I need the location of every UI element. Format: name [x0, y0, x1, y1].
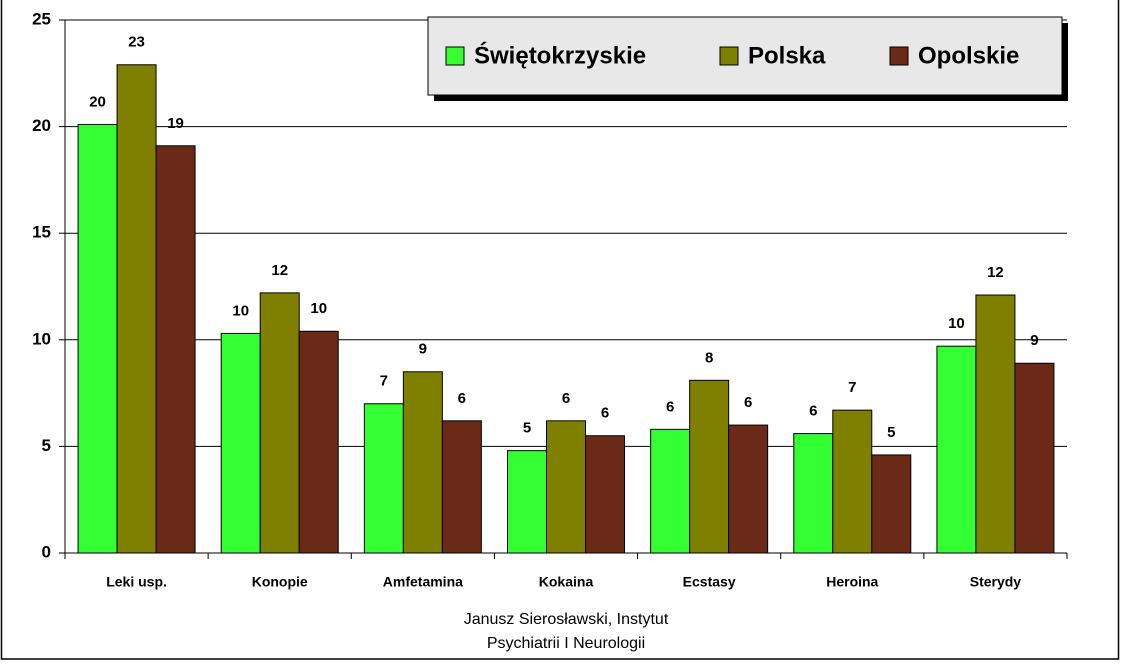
value-label: 5	[887, 424, 895, 441]
value-label: 6	[458, 390, 466, 407]
bar	[220, 332, 261, 554]
x-tick-label: Ecstasy	[683, 574, 736, 590]
value-label: 6	[809, 403, 817, 420]
value-label: 10	[948, 315, 965, 332]
bar	[546, 420, 586, 554]
bar	[650, 428, 691, 554]
bar	[259, 292, 300, 554]
y-tick-label: 25	[32, 9, 51, 28]
bar	[689, 379, 730, 554]
legend-label: Świętokrzyskie	[474, 41, 646, 69]
x-tick-label: Leki usp.	[106, 574, 167, 590]
y-tick-label: 20	[32, 116, 51, 135]
bar	[832, 409, 873, 554]
legend-label: Polska	[748, 42, 826, 69]
value-label: 10	[310, 300, 327, 317]
y-tick-label: 5	[42, 436, 51, 455]
bar	[728, 424, 769, 554]
value-label: 9	[1030, 332, 1038, 349]
bar	[585, 435, 625, 554]
bar	[871, 454, 912, 554]
bar	[298, 330, 339, 554]
x-tick-label: Amfetamina	[383, 574, 463, 590]
value-label: 19	[167, 115, 184, 132]
value-label: 7	[380, 373, 388, 390]
source-note: Janusz Sierosławski, Instytut	[464, 611, 669, 628]
bar	[77, 123, 118, 554]
value-label: 7	[848, 379, 856, 396]
bar	[507, 450, 547, 554]
source-note: Psychiatrii I Neurologii	[487, 635, 645, 652]
y-tick-label: 10	[32, 329, 51, 348]
y-tick-label: 0	[42, 542, 51, 561]
bar	[402, 371, 443, 554]
x-tick-label: Heroina	[826, 574, 878, 590]
value-label: 5	[523, 420, 531, 437]
value-label: 6	[601, 405, 609, 422]
x-tick-label: Konopie	[252, 574, 308, 590]
value-label: 6	[666, 398, 674, 415]
x-tick-label: Sterydy	[970, 574, 1022, 590]
bar	[975, 294, 1016, 554]
value-label: 9	[419, 341, 427, 358]
bar	[793, 433, 834, 554]
value-label: 20	[89, 93, 106, 110]
legend-swatch	[445, 46, 465, 66]
bar	[441, 420, 482, 554]
y-tick-label: 15	[32, 223, 51, 242]
bar	[936, 345, 977, 554]
value-label: 12	[987, 264, 1004, 281]
legend-label: Opolskie	[918, 42, 1019, 69]
legend-swatch	[889, 46, 909, 66]
x-tick-label: Kokaina	[539, 574, 594, 590]
value-label: 8	[705, 349, 713, 366]
legend-swatch	[719, 46, 739, 66]
bar	[155, 145, 196, 554]
bar	[1014, 362, 1055, 554]
value-label: 12	[271, 262, 288, 279]
value-label: 23	[128, 34, 145, 51]
bar	[363, 403, 404, 554]
bar	[116, 64, 157, 554]
value-label: 10	[232, 302, 249, 319]
legend-box	[427, 16, 1063, 96]
value-label: 6	[562, 390, 570, 407]
value-label: 6	[744, 394, 752, 411]
